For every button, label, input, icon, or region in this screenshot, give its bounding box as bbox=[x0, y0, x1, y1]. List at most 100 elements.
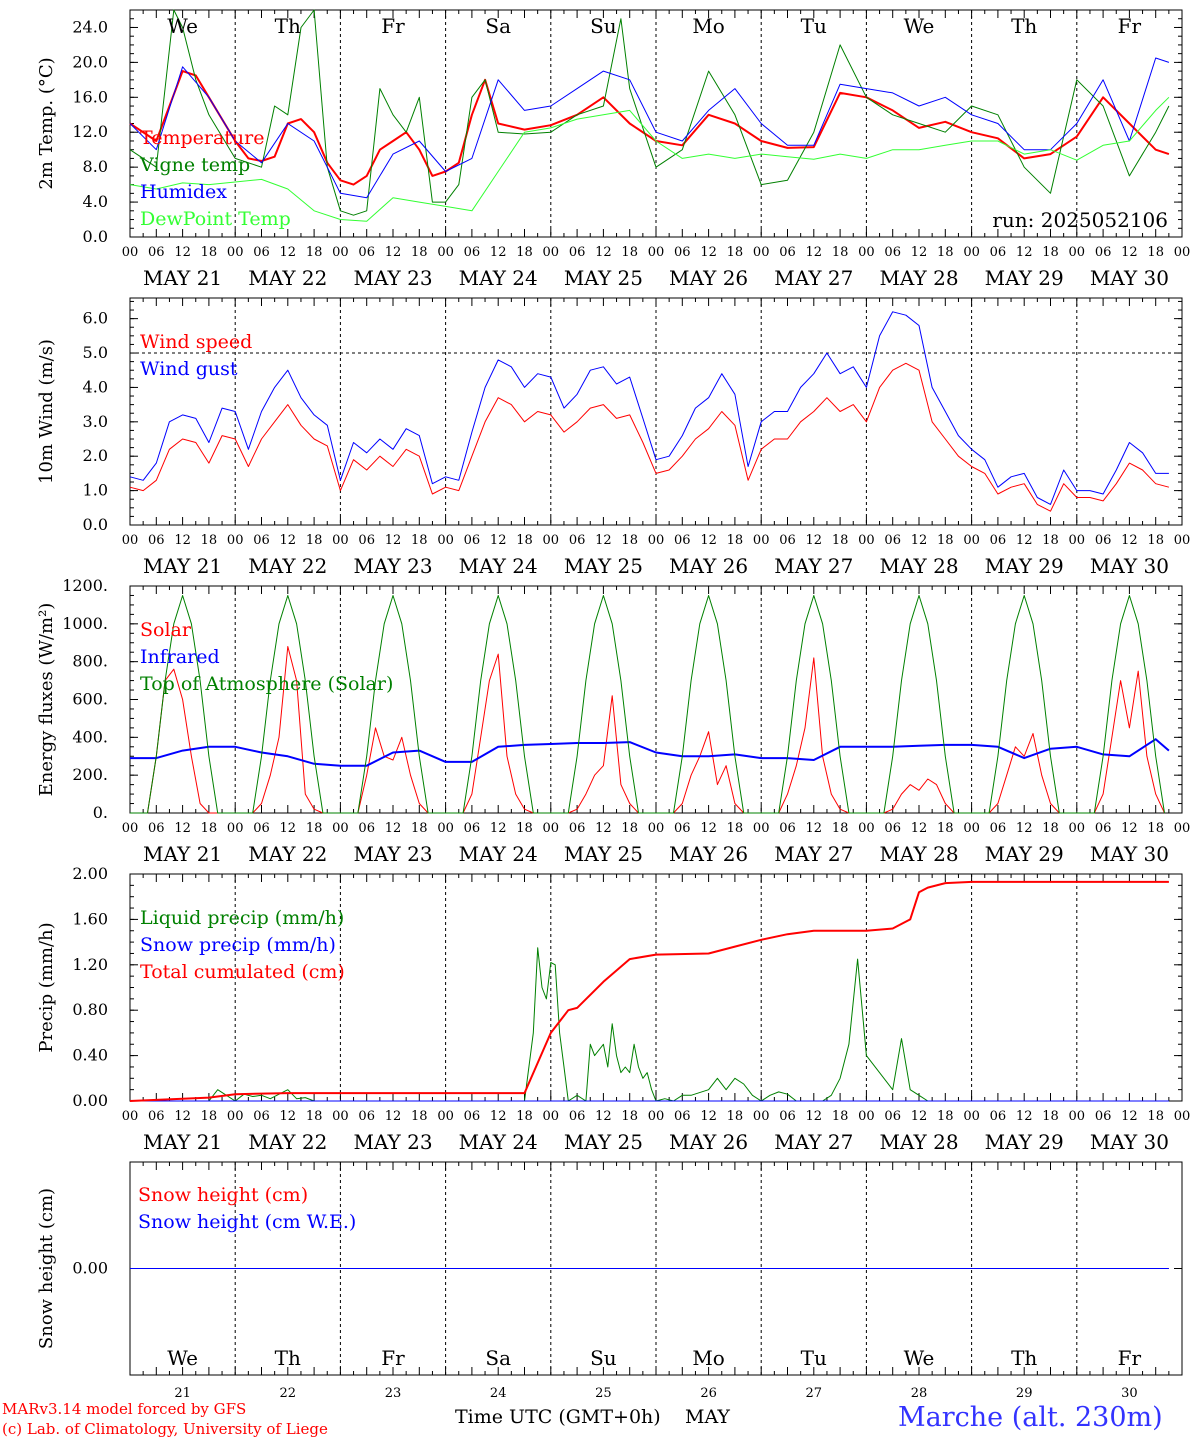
legend-entry: Snow height (cm) bbox=[138, 1184, 308, 1206]
date-label: MAY 25 bbox=[564, 554, 643, 578]
hour-label: 00 bbox=[963, 533, 980, 548]
date-label: MAY 26 bbox=[669, 842, 748, 866]
hour-label: 18 bbox=[1147, 821, 1164, 836]
hour-label: 00 bbox=[753, 821, 770, 836]
hour-label: 12 bbox=[700, 245, 717, 260]
hour-label: 00 bbox=[122, 533, 139, 548]
hour-label: 12 bbox=[595, 533, 612, 548]
hour-label: 12 bbox=[280, 821, 297, 836]
hour-label: 06 bbox=[148, 1109, 165, 1124]
hour-label: 06 bbox=[358, 533, 375, 548]
hour-label: 12 bbox=[911, 1109, 928, 1124]
date-label: MAY 28 bbox=[879, 842, 958, 866]
hour-label: 18 bbox=[201, 533, 218, 548]
hour-label: 06 bbox=[674, 821, 691, 836]
weekday-label: Sa bbox=[485, 1346, 511, 1370]
hour-label: 00 bbox=[963, 821, 980, 836]
hour-label: 00 bbox=[332, 821, 349, 836]
y-tick-label: 800. bbox=[72, 652, 108, 671]
legend-entry: Vigne temp bbox=[139, 154, 250, 176]
hour-label: 12 bbox=[806, 821, 823, 836]
weekday-label: Fr bbox=[1118, 1346, 1142, 1370]
hour-label: 00 bbox=[858, 1109, 875, 1124]
day-number: 28 bbox=[911, 1386, 928, 1401]
date-label: MAY 26 bbox=[669, 1130, 748, 1154]
date-label: MAY 22 bbox=[248, 554, 327, 578]
hour-label: 18 bbox=[201, 821, 218, 836]
hour-label: 18 bbox=[621, 1109, 638, 1124]
y-tick-label: 400. bbox=[72, 727, 108, 746]
y-tick-label: 3.0 bbox=[83, 412, 108, 431]
hour-label: 06 bbox=[884, 1109, 901, 1124]
y-tick-label: 2.0 bbox=[83, 446, 108, 465]
series-humidex bbox=[129, 57, 1170, 199]
hour-label: 06 bbox=[253, 1109, 270, 1124]
y-tick-label: 0.40 bbox=[72, 1046, 108, 1065]
y-tick-label: 1.0 bbox=[83, 481, 108, 500]
date-label: MAY 30 bbox=[1090, 554, 1169, 578]
hour-label: 18 bbox=[1147, 245, 1164, 260]
date-label: MAY 27 bbox=[774, 266, 853, 290]
hour-label: 06 bbox=[674, 1109, 691, 1124]
hour-label: 12 bbox=[1121, 245, 1138, 260]
hour-label: 06 bbox=[1095, 1109, 1112, 1124]
date-label: MAY 24 bbox=[459, 1130, 538, 1154]
hour-label: 12 bbox=[1121, 1109, 1138, 1124]
date-label: MAY 26 bbox=[669, 554, 748, 578]
series-dewpoint-temp bbox=[129, 96, 1170, 222]
weekday-label: Mo bbox=[692, 14, 725, 38]
hour-label: 06 bbox=[569, 533, 586, 548]
date-label: MAY 24 bbox=[459, 554, 538, 578]
hour-label: 12 bbox=[280, 1109, 297, 1124]
hour-label: 12 bbox=[1121, 533, 1138, 548]
y-tick-label: 20.0 bbox=[72, 52, 108, 71]
series-wind-gust bbox=[129, 311, 1169, 505]
hour-label: 18 bbox=[621, 533, 638, 548]
hour-label: 00 bbox=[543, 533, 560, 548]
hour-label: 12 bbox=[806, 245, 823, 260]
hour-label: 12 bbox=[1016, 245, 1033, 260]
hour-label: 12 bbox=[490, 821, 507, 836]
hour-label: 18 bbox=[411, 821, 428, 836]
series-wind-speed bbox=[129, 362, 1170, 512]
hour-label: 00 bbox=[227, 1109, 244, 1124]
hour-label: 00 bbox=[648, 533, 665, 548]
date-label: MAY 29 bbox=[985, 266, 1064, 290]
hour-label: 12 bbox=[174, 245, 191, 260]
hour-label: 06 bbox=[1095, 821, 1112, 836]
day-number: 26 bbox=[700, 1386, 717, 1401]
legend-entry: Wind gust bbox=[140, 358, 238, 380]
hour-label: 06 bbox=[253, 245, 270, 260]
hour-label: 00 bbox=[753, 533, 770, 548]
hour-label: 06 bbox=[884, 533, 901, 548]
y-tick-label: 1.20 bbox=[72, 955, 108, 974]
date-label: MAY 23 bbox=[353, 1130, 432, 1154]
hour-label: 00 bbox=[753, 1109, 770, 1124]
hour-label: 00 bbox=[1174, 821, 1191, 836]
series-infrared bbox=[130, 738, 1170, 767]
date-label: MAY 27 bbox=[774, 1130, 853, 1154]
hour-label: 18 bbox=[1147, 533, 1164, 548]
y-axis-label: 2m Temp. (°C) bbox=[36, 57, 57, 189]
hour-label: 12 bbox=[911, 533, 928, 548]
date-label: MAY 24 bbox=[459, 266, 538, 290]
hour-label: 18 bbox=[727, 533, 744, 548]
hour-label: 12 bbox=[280, 245, 297, 260]
panel-2: 0.0 1.0 2.0 3.0 4.0 5.0 6.0 10m Wind (m/s) Wind … bbox=[36, 297, 1190, 578]
day-number: 25 bbox=[595, 1386, 612, 1401]
hour-label: 00 bbox=[122, 821, 139, 836]
hour-label: 12 bbox=[174, 1109, 191, 1124]
y-axis-label: Snow height (cm) bbox=[36, 1188, 57, 1349]
hour-label: 06 bbox=[884, 245, 901, 260]
y-tick-label: 6.0 bbox=[83, 309, 108, 328]
hour-label: 18 bbox=[1042, 533, 1059, 548]
hour-label: 06 bbox=[253, 821, 270, 836]
day-number: 29 bbox=[1016, 1386, 1033, 1401]
hour-label: 06 bbox=[1095, 533, 1112, 548]
hour-label: 00 bbox=[543, 1109, 560, 1124]
y-tick-label: 8.0 bbox=[83, 157, 108, 176]
y-axis-label: 10m Wind (m/s) bbox=[36, 339, 57, 484]
hour-label: 06 bbox=[358, 1109, 375, 1124]
date-label: MAY 21 bbox=[143, 554, 222, 578]
hour-label: 18 bbox=[832, 1109, 849, 1124]
